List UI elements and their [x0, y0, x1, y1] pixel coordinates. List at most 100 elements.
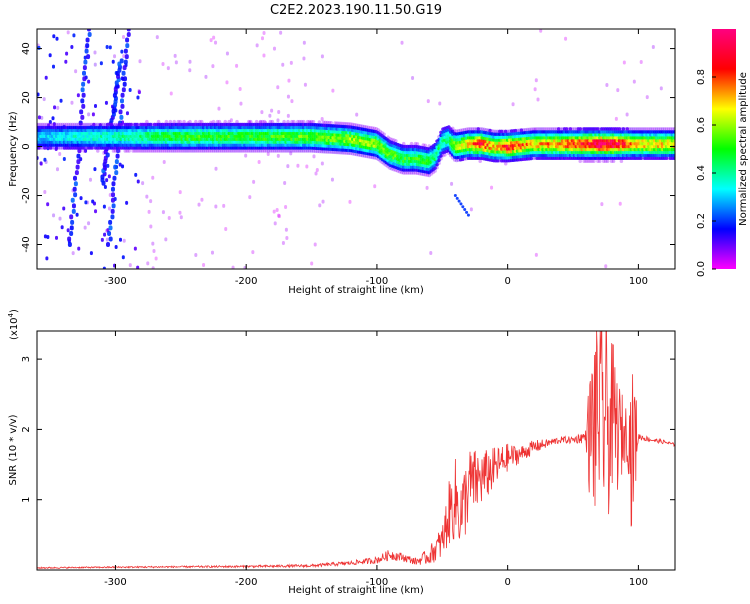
heatmap-ridge-cell — [411, 171, 416, 175]
heatmap-ridge-cell — [94, 122, 98, 127]
heatmap-ridge-cell — [41, 122, 45, 127]
heatmap-ridge-cell — [284, 149, 288, 153]
heatmap-ridge-cell — [58, 146, 63, 150]
heatmap-noise-cell — [155, 35, 159, 40]
heatmap-streak-cell — [110, 197, 115, 203]
heatmap-streak-cell — [123, 76, 128, 82]
snr-y-scale-exponent: 4 — [7, 312, 15, 317]
heatmap-noise-cell — [83, 225, 87, 230]
heatmap-ridge-cell — [460, 157, 465, 162]
heatmap-ridge-cell — [268, 149, 273, 153]
heatmap-noise-cell — [373, 184, 377, 189]
heatmap-streak-cell — [80, 114, 85, 120]
heatmap-noise-cell — [136, 179, 140, 184]
heatmap-ridge-cell — [286, 149, 290, 153]
heatmap-streak-cell — [126, 32, 131, 38]
heatmap-ridge-cell — [339, 151, 343, 155]
heatmap-ridge-cell — [388, 136, 392, 141]
heatmap-noise-cell — [217, 106, 221, 111]
heatmap-ridge-cell — [301, 149, 306, 153]
colorbar: 0.0 0.2 0.4 0.6 0.8 Normalized spectral ampl… — [696, 29, 749, 277]
heatmap-noise-cell — [88, 177, 92, 182]
heatmap-ridge-cell — [382, 132, 386, 137]
heatmap-ridge-cell — [462, 127, 467, 132]
heatmap-noise-cell — [152, 248, 156, 253]
heatmap-noise-cell — [118, 162, 122, 167]
heatmap-noise-cell — [257, 159, 261, 164]
heatmap-ridge-cell — [303, 149, 308, 153]
heatmap-ridge-cell — [523, 127, 528, 132]
heatmap-ridge-cell — [456, 129, 461, 133]
heatmap-streak-cell — [121, 87, 126, 93]
heatmap-streak-cell — [74, 170, 79, 176]
heatmap-ridge-cell — [54, 122, 59, 127]
heatmap-ridge-cell — [311, 119, 316, 124]
heatmap-streak-cell — [67, 242, 72, 248]
heatmap-ridge-cell — [103, 149, 108, 153]
heatmap-ridge-cell — [621, 127, 626, 131]
heatmap-ridge-cell — [231, 149, 235, 153]
heatmap-ridge-cell — [280, 149, 284, 153]
heatmap-noise-cell — [141, 181, 145, 186]
heatmap-ridge-cell — [672, 135, 675, 140]
heatmap-ridge-cell — [343, 121, 347, 126]
heatmap-noise-cell — [302, 40, 306, 45]
heatmap-ridge-cell — [409, 141, 414, 146]
heatmap-ridge-cell — [578, 127, 582, 131]
heatmap-noise-cell — [229, 118, 233, 123]
heatmap-ridge-cell — [313, 149, 318, 153]
heatmap-ridge-cell — [260, 149, 265, 153]
heatmap-ridge-cell — [670, 127, 675, 131]
heatmap-ridge-cell — [56, 146, 61, 150]
heatmap-ridge-cell — [435, 165, 439, 170]
heatmap-noise-cell — [275, 208, 279, 213]
heatmap-ridge-cell — [194, 119, 198, 124]
heatmap-ridge-cell — [494, 129, 498, 134]
heatmap-ridge-cell — [37, 122, 41, 127]
heatmap-streak-cell — [110, 214, 115, 220]
heatmap-noise-cell — [286, 113, 290, 118]
heatmap-ridge-cell — [190, 149, 194, 153]
spectrogram-x-tick-label: 100 — [629, 276, 648, 287]
heatmap-ridge-cell — [198, 149, 202, 153]
heatmap-noise-cell — [118, 237, 122, 242]
heatmap-noise-cell — [46, 235, 50, 240]
heatmap-streak-cell — [119, 114, 124, 120]
heatmap-ridge-cell — [50, 122, 55, 127]
heatmap-ridge-cell — [484, 128, 488, 132]
heatmap-ridge-cell — [354, 152, 359, 157]
heatmap-ridge-cell — [329, 121, 333, 125]
heatmap-noise-cell — [348, 199, 352, 204]
heatmap-streak-cell — [84, 48, 89, 54]
heatmap-noise-cell — [105, 178, 109, 183]
heatmap-ridge-cell — [245, 149, 249, 153]
heatmap-ridge-cell — [454, 129, 459, 133]
heatmap-streak-cell — [115, 153, 120, 159]
heatmap-ridge-cell — [47, 122, 51, 127]
heatmap-ridge-cell — [496, 159, 500, 163]
heatmap-ridge-cell — [564, 127, 569, 131]
heatmap-ridge-cell — [368, 125, 373, 130]
heatmap-noise-cell — [303, 82, 307, 87]
heatmap-ridge-cell — [317, 120, 322, 124]
heatmap-streak-cell — [107, 230, 112, 236]
heatmap-streak-cell — [69, 230, 74, 236]
heatmap-ridge-cell — [341, 121, 345, 126]
heatmap-noise-cell — [102, 204, 106, 209]
heatmap-noise-cell — [37, 115, 41, 120]
heatmap-noise-cell — [104, 100, 108, 105]
heatmap-ridge-cell — [641, 127, 645, 131]
heatmap-streak-cell — [86, 29, 91, 32]
heatmap-streak-cell — [82, 76, 87, 82]
snr-y-scale-close: ) — [9, 309, 20, 313]
heatmap-noise-cell — [285, 236, 289, 241]
heatmap-noise-cell — [284, 204, 288, 209]
heatmap-ridge-cell — [176, 119, 180, 124]
heatmap-ridge-cell — [235, 149, 239, 153]
heatmap-ridge-cell — [305, 119, 310, 124]
heatmap-noise-cell — [287, 78, 291, 83]
heatmap-ridge-cell — [492, 129, 496, 133]
heatmap-ridge-cell — [547, 127, 551, 131]
heatmap-noise-cell — [276, 118, 280, 123]
snr-y-tick-label: 2 — [21, 426, 32, 432]
